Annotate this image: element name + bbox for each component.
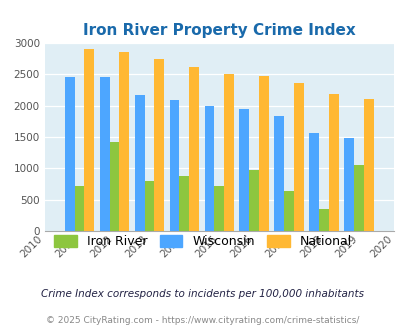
Title: Iron River Property Crime Index: Iron River Property Crime Index xyxy=(83,22,355,38)
Bar xyxy=(258,76,268,231)
Bar xyxy=(214,186,224,231)
Bar xyxy=(293,83,303,231)
Bar xyxy=(284,191,293,231)
Bar xyxy=(204,106,214,231)
Text: Crime Index corresponds to incidents per 100,000 inhabitants: Crime Index corresponds to incidents per… xyxy=(41,289,364,299)
Legend: Iron River, Wisconsin, National: Iron River, Wisconsin, National xyxy=(49,230,356,253)
Bar xyxy=(328,94,338,231)
Bar xyxy=(363,99,373,231)
Bar xyxy=(65,78,75,231)
Bar xyxy=(343,138,353,231)
Bar xyxy=(189,67,198,231)
Bar xyxy=(309,133,318,231)
Bar xyxy=(134,95,144,231)
Bar xyxy=(119,52,129,231)
Bar xyxy=(318,209,328,231)
Bar xyxy=(169,100,179,231)
Bar xyxy=(75,186,84,231)
Bar xyxy=(144,182,154,231)
Bar xyxy=(239,109,249,231)
Bar xyxy=(154,59,164,231)
Bar xyxy=(84,49,94,231)
Bar xyxy=(249,170,258,231)
Bar xyxy=(109,142,119,231)
Bar xyxy=(353,165,363,231)
Bar xyxy=(274,116,284,231)
Bar xyxy=(179,177,189,231)
Bar xyxy=(100,77,109,231)
Bar xyxy=(224,74,233,231)
Text: © 2025 CityRating.com - https://www.cityrating.com/crime-statistics/: © 2025 CityRating.com - https://www.city… xyxy=(46,316,359,325)
